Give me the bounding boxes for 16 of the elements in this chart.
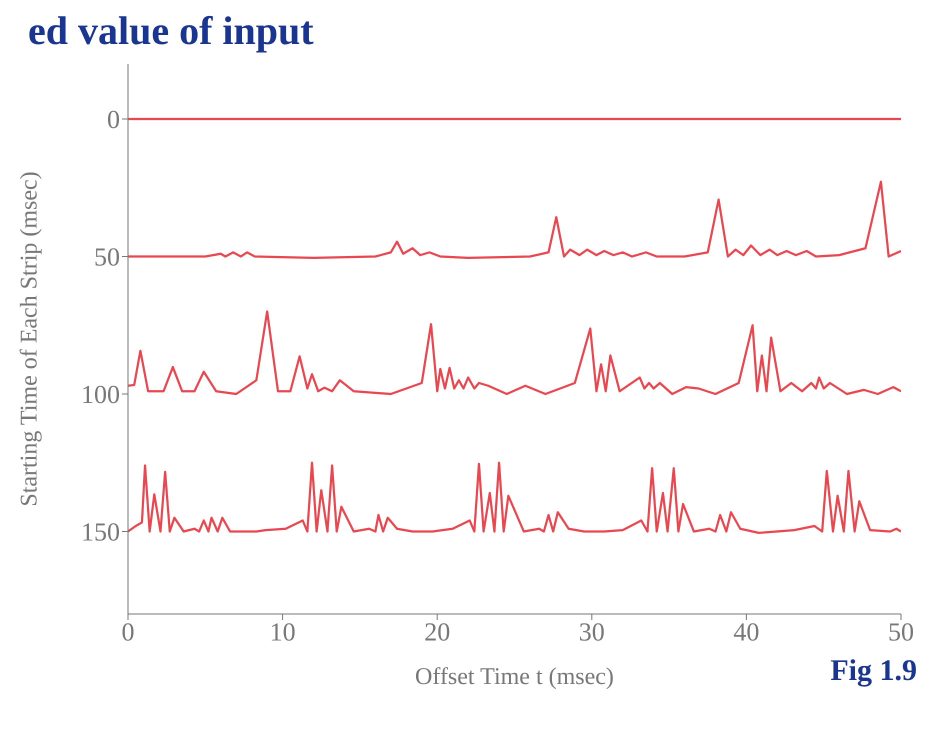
y-tick-label: 0 (107, 105, 120, 134)
x-tick-label: 50 (888, 617, 914, 646)
caption: Fig 1.9 (830, 654, 917, 687)
line-series (128, 462, 901, 534)
x-tick-label: 20 (424, 617, 450, 646)
x-tick-label: 40 (733, 617, 760, 646)
y-tick-label: 100 (81, 380, 120, 410)
chart-title: ed value of input (27, 8, 315, 54)
y-axis-title: Starting Time of Each Strip (msec) (16, 171, 43, 507)
line-series (128, 180, 901, 259)
line-series (128, 310, 901, 396)
x-axis-title: Offset Time t (msec) (415, 664, 614, 690)
y-tick-label: 150 (81, 518, 120, 547)
y-tick-label: 50 (94, 242, 120, 272)
x-tick-label: 10 (270, 617, 296, 646)
x-tick-label: 30 (578, 617, 605, 646)
